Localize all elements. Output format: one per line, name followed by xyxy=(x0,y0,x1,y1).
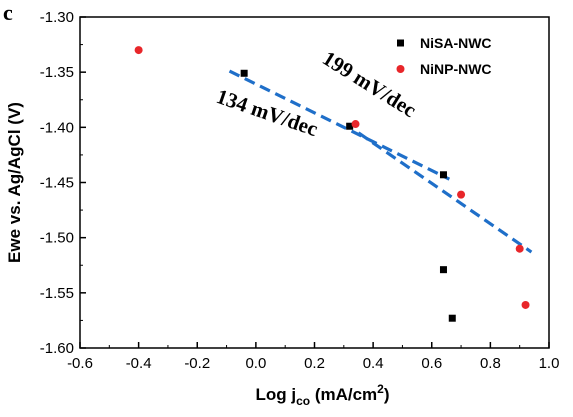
tafel-fit-line xyxy=(228,69,451,181)
legend-marker-circle xyxy=(396,65,405,73)
x-axis-title-superscript: 2 xyxy=(377,382,384,396)
data-points xyxy=(134,46,530,322)
x-axis-title-units: (mA/cm xyxy=(310,385,377,404)
y-tick-label: -1.30 xyxy=(40,9,74,26)
x-axis-title: Log jco (mA/cm2) xyxy=(255,382,389,408)
point-ninp-nwc xyxy=(134,46,143,55)
tafel-fit-line xyxy=(357,131,533,254)
y-tick-label: -1.45 xyxy=(40,175,74,192)
slope-annotation: 134 mV/dec xyxy=(213,84,321,141)
point-ninp-nwc xyxy=(457,190,466,199)
x-axis-title-main: Log j xyxy=(255,385,296,404)
y-axis: -1.30 -1.35 -1.40 -1.45 -1.50 -1.55 -1.60 xyxy=(40,9,86,357)
x-axis: -0.6 -0.4 -0.2 0.0 0.2 0.4 0.6 0.8 1.0 xyxy=(67,342,559,372)
legend-label: NiNP-NWC xyxy=(420,61,492,77)
fit-lines xyxy=(228,69,533,254)
point-ninp-nwc xyxy=(351,120,360,129)
legend: NiSA-NWC NiNP-NWC xyxy=(396,35,492,77)
x-tick-label: 1.0 xyxy=(539,355,560,372)
point-nisa-nwc xyxy=(240,69,248,77)
legend-marker-square xyxy=(397,39,404,47)
point-nisa-nwc xyxy=(439,171,447,179)
point-nisa-nwc xyxy=(439,266,447,274)
x-tick-label: -0.4 xyxy=(126,355,152,372)
y-tick-label: -1.60 xyxy=(40,340,74,357)
panel-label: c xyxy=(3,0,13,25)
y-tick-label: -1.40 xyxy=(40,119,74,136)
x-tick-label: -0.2 xyxy=(184,355,210,372)
x-tick-label: 0.6 xyxy=(421,355,442,372)
y-axis-title: Ewe vs. Ag/AgCl (V) xyxy=(5,102,24,263)
x-tick-label: 0.0 xyxy=(245,355,266,372)
slope-annotation: 199 mV/dec xyxy=(318,46,420,122)
x-tick-label: 0.4 xyxy=(363,355,384,372)
x-tick-label: 0.8 xyxy=(480,355,501,372)
point-nisa-nwc xyxy=(448,314,456,322)
x-tick-label: 0.2 xyxy=(304,355,325,372)
x-axis-title-close: ) xyxy=(384,385,390,404)
y-tick-label: -1.35 xyxy=(40,64,74,81)
point-ninp-nwc xyxy=(515,244,524,253)
point-ninp-nwc xyxy=(521,300,530,309)
y-tick-label: -1.55 xyxy=(40,285,74,302)
y-tick-label: -1.50 xyxy=(40,230,74,247)
point-nisa-nwc xyxy=(346,122,354,130)
x-axis-title-subscript: co xyxy=(296,394,310,408)
legend-label: NiSA-NWC xyxy=(420,35,492,51)
x-tick-label: -0.6 xyxy=(67,355,93,372)
